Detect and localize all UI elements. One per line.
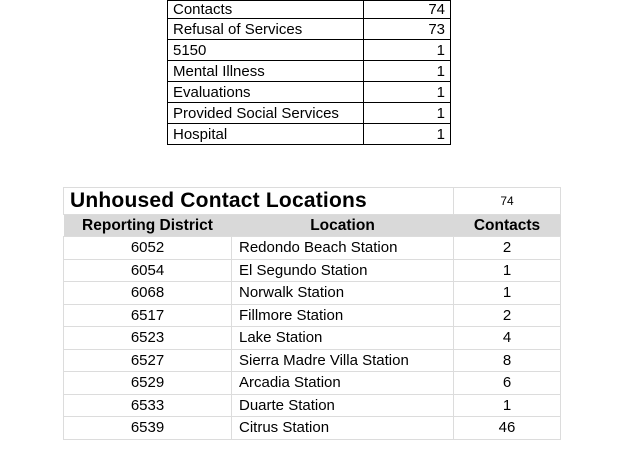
summary-value-cell[interactable]: 73 [363,18,451,40]
location-cell[interactable]: Fillmore Station [231,303,454,327]
locations-total-cell[interactable]: 74 [453,187,561,215]
summary-label-cell[interactable]: Contacts [167,0,364,19]
summary-value-cell[interactable]: 1 [363,102,451,124]
locations-table-body: 6052 Redondo Beach Station 2 6054 El Seg… [63,236,561,440]
locations-title-row: Unhoused Contact Locations 74 [63,187,561,215]
summary-row: Contacts 74 [167,0,451,19]
district-cell[interactable]: 6523 [63,326,232,350]
district-cell[interactable]: 6533 [63,393,232,417]
summary-row: Hospital 1 [167,123,451,145]
location-row: 6517 Fillmore Station 2 [63,303,561,327]
contacts-cell[interactable]: 46 [453,416,561,440]
location-row: 6533 Duarte Station 1 [63,393,561,417]
location-cell[interactable]: Duarte Station [231,393,454,417]
contacts-cell[interactable]: 2 [453,303,561,327]
summary-value-cell[interactable]: 74 [363,0,451,19]
summary-row: Mental Illness 1 [167,60,451,82]
location-row: 6052 Redondo Beach Station 2 [63,236,561,260]
summary-label-cell[interactable]: Provided Social Services [167,102,364,124]
contacts-cell[interactable]: 1 [453,281,561,305]
summary-row: Evaluations 1 [167,81,451,103]
contacts-cell[interactable]: 1 [453,393,561,417]
summary-value-cell[interactable]: 1 [363,60,451,82]
summary-value-cell[interactable]: 1 [363,81,451,103]
location-row: 6068 Norwalk Station 1 [63,281,561,305]
summary-value-cell[interactable]: 1 [363,39,451,61]
summary-row: Refusal of Services 73 [167,18,451,40]
summary-label-cell[interactable]: 5150 [167,39,364,61]
district-cell[interactable]: 6529 [63,371,232,395]
column-header-reporting-district[interactable]: Reporting District [63,214,232,237]
summary-label-cell[interactable]: Hospital [167,123,364,145]
column-header-location[interactable]: Location [231,214,454,237]
contacts-cell[interactable]: 4 [453,326,561,350]
location-cell[interactable]: El Segundo Station [231,258,454,282]
district-cell[interactable]: 6068 [63,281,232,305]
summary-table-body: Contacts 74 Refusal of Services 73 5150 … [167,0,451,145]
district-cell[interactable]: 6054 [63,258,232,282]
summary-label-cell[interactable]: Mental Illness [167,60,364,82]
summary-row: Provided Social Services 1 [167,102,451,124]
location-row: 6529 Arcadia Station 6 [63,371,561,395]
contacts-cell[interactable]: 2 [453,236,561,260]
summary-row: 5150 1 [167,39,451,61]
location-row: 6054 El Segundo Station 1 [63,258,561,282]
location-row: 6539 Citrus Station 46 [63,416,561,440]
summary-label-cell[interactable]: Refusal of Services [167,18,364,40]
locations-table: Unhoused Contact Locations 74 Reporting … [63,187,561,440]
summary-label-cell[interactable]: Evaluations [167,81,364,103]
contacts-cell[interactable]: 6 [453,371,561,395]
locations-table-title[interactable]: Unhoused Contact Locations [63,187,454,215]
location-cell[interactable]: Arcadia Station [231,371,454,395]
district-cell[interactable]: 6052 [63,236,232,260]
contacts-cell[interactable]: 8 [453,348,561,372]
contacts-cell[interactable]: 1 [453,258,561,282]
summary-table: Contacts 74 Refusal of Services 73 5150 … [167,0,451,145]
location-cell[interactable]: Norwalk Station [231,281,454,305]
location-cell[interactable]: Sierra Madre Villa Station [231,348,454,372]
summary-value-cell[interactable]: 1 [363,123,451,145]
district-cell[interactable]: 6539 [63,416,232,440]
location-row: 6527 Sierra Madre Villa Station 8 [63,348,561,372]
location-row: 6523 Lake Station 4 [63,326,561,350]
locations-header-row: Reporting District Location Contacts [63,214,561,237]
column-header-contacts[interactable]: Contacts [453,214,561,237]
location-cell[interactable]: Lake Station [231,326,454,350]
district-cell[interactable]: 6517 [63,303,232,327]
location-cell[interactable]: Citrus Station [231,416,454,440]
location-cell[interactable]: Redondo Beach Station [231,236,454,260]
district-cell[interactable]: 6527 [63,348,232,372]
